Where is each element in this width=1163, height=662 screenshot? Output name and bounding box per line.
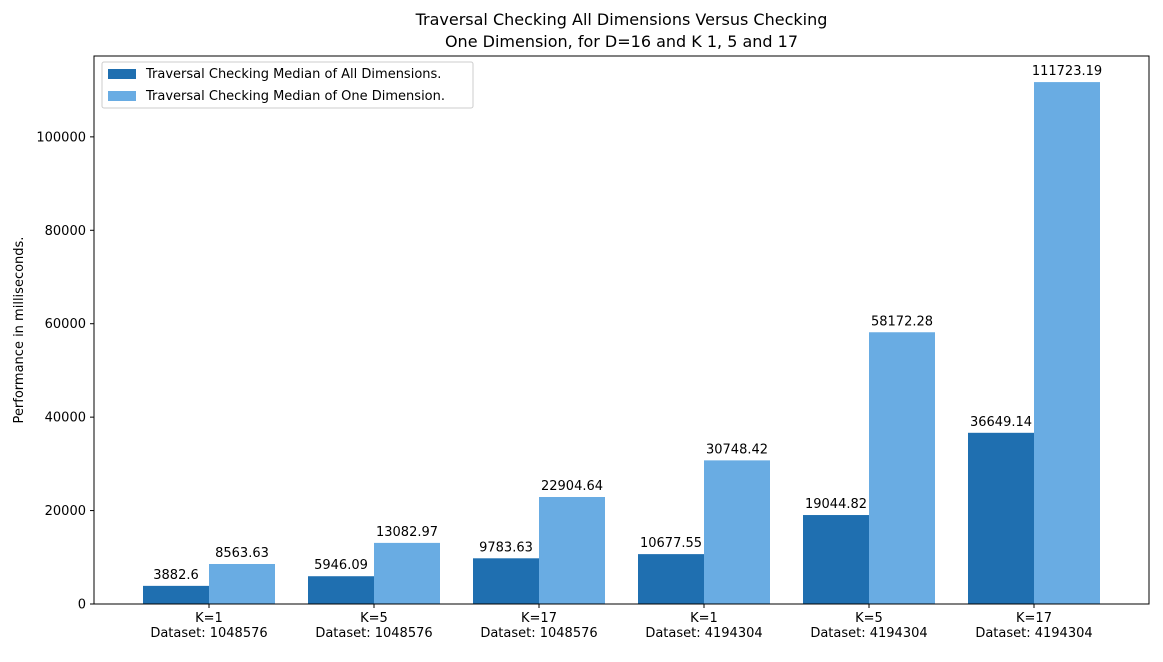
data-label: 22904.64 <box>541 479 603 494</box>
data-label: 19044.82 <box>805 497 867 512</box>
data-label: 3882.6 <box>153 568 199 583</box>
y-tick-label: 20000 <box>45 504 86 519</box>
bar <box>209 563 275 604</box>
bar <box>539 497 605 604</box>
x-tick-label: Dataset: 1048576 <box>150 626 267 641</box>
data-label: 10677.55 <box>640 536 702 551</box>
y-tick-label: 80000 <box>45 224 86 239</box>
bar <box>374 542 440 604</box>
bar <box>1034 82 1100 604</box>
x-tick-label: Dataset: 4194304 <box>810 626 927 641</box>
legend-box <box>101 61 474 109</box>
y-tick-label: 0 <box>78 598 86 613</box>
legend-label: Traversal Checking Median of One Dimensi… <box>145 89 445 104</box>
x-tick-label: K=5 <box>855 611 883 626</box>
y-axis-label: Performance in milliseconds. <box>12 237 27 424</box>
chart-title-line: One Dimension, for D=16 and K 1, 5 and 1… <box>445 32 798 51</box>
y-tick-label: 40000 <box>45 411 86 426</box>
x-tick-label: K=1 <box>195 611 223 626</box>
data-label: 58172.28 <box>871 314 933 329</box>
data-label: 36649.14 <box>970 415 1032 430</box>
x-tick-label: Dataset: 4194304 <box>645 626 762 641</box>
data-label: 8563.63 <box>215 546 269 561</box>
x-tick-label: Dataset: 1048576 <box>480 626 597 641</box>
chart-title-line: Traversal Checking All Dimensions Versus… <box>415 10 828 29</box>
bar <box>704 460 770 604</box>
plot-frame <box>93 55 1150 605</box>
x-tick-label: K=17 <box>521 611 557 626</box>
x-tick-label: K=1 <box>690 611 718 626</box>
x-tick-label: K=17 <box>1016 611 1052 626</box>
legend-label: Traversal Checking Median of All Dimensi… <box>145 67 441 82</box>
data-label: 30748.42 <box>706 442 768 457</box>
bar <box>308 576 374 604</box>
bar <box>968 432 1034 604</box>
data-label: 5946.09 <box>314 558 368 573</box>
legend-swatch <box>108 91 136 101</box>
y-tick-label: 60000 <box>45 317 86 332</box>
data-label: 111723.19 <box>1032 64 1102 79</box>
data-label: 13082.97 <box>376 525 438 540</box>
bar <box>869 332 935 604</box>
x-tick-label: Dataset: 4194304 <box>975 626 1092 641</box>
data-label: 9783.63 <box>479 540 533 555</box>
bar <box>143 585 209 604</box>
x-tick-label: K=5 <box>360 611 388 626</box>
x-tick-label: Dataset: 1048576 <box>315 626 432 641</box>
bar <box>473 558 539 604</box>
legend-swatch <box>108 69 136 79</box>
bar <box>638 554 704 604</box>
bar <box>803 515 869 604</box>
y-tick-label: 100000 <box>36 130 86 145</box>
